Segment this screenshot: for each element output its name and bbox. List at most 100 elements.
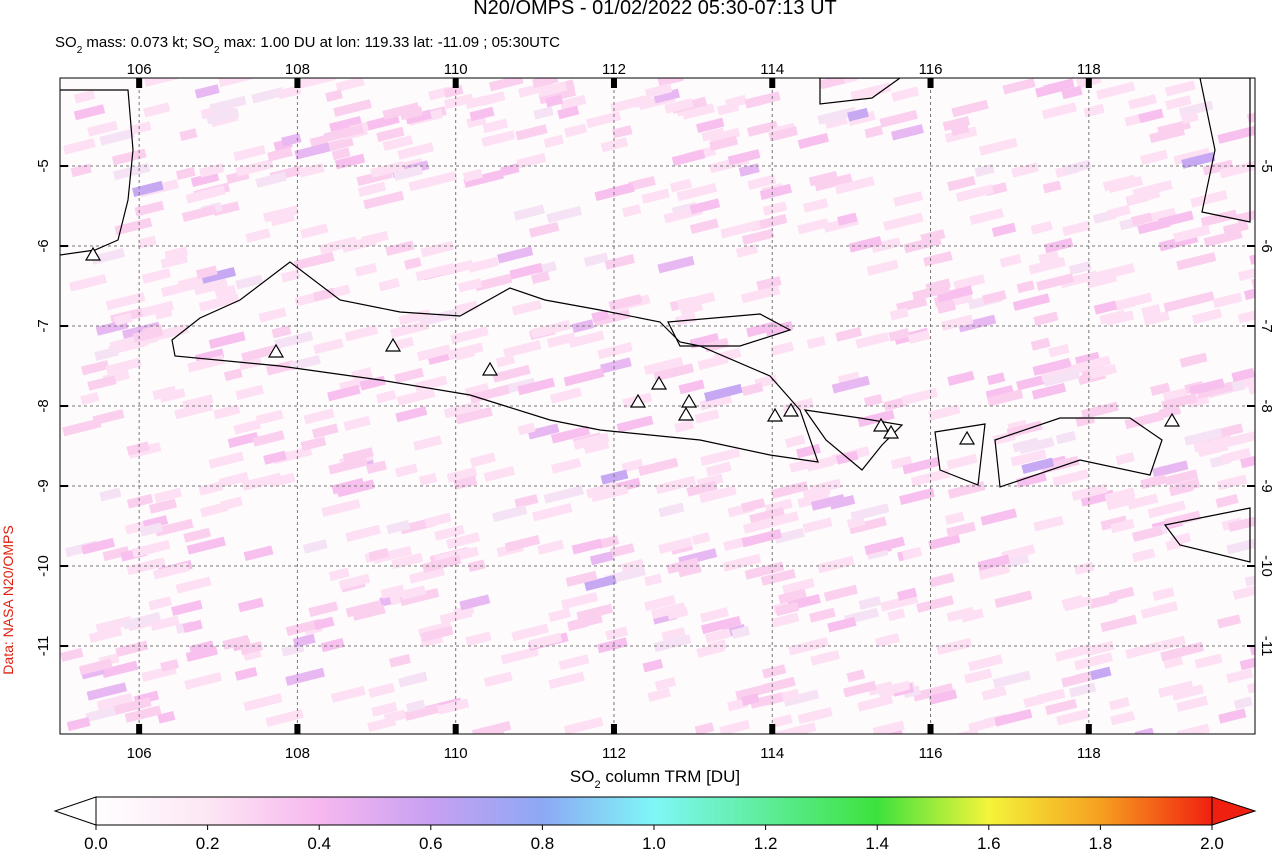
- so2-pixel: [705, 461, 732, 477]
- so2-pixel: [245, 228, 271, 243]
- colorbar-tick-label: 1.6: [977, 834, 1001, 853]
- so2-pixel: [171, 599, 203, 617]
- so2-pixel: [735, 244, 759, 258]
- so2-pixel: [738, 163, 760, 177]
- so2-pixel: [804, 708, 827, 723]
- lon-tick-label-top: 110: [444, 61, 468, 78]
- so2-pixel: [770, 341, 795, 356]
- so2-pixel: [947, 370, 975, 386]
- so2-pixel: [955, 184, 995, 202]
- so2-pixel: [220, 496, 243, 511]
- lat-tick-label-right: -7: [1258, 319, 1272, 332]
- colorbar-tick-label: 0.4: [307, 834, 331, 853]
- so2-pixel: [912, 283, 951, 301]
- so2-pixel: [111, 148, 147, 166]
- so2-pixel: [208, 451, 244, 469]
- so2-pixel: [847, 107, 869, 122]
- so2-pixel: [160, 279, 199, 298]
- so2-pixel: [1219, 160, 1255, 179]
- so2-pixel: [957, 728, 980, 734]
- so2-pixel: [1147, 500, 1186, 519]
- so2-pixel: [991, 222, 1017, 238]
- so2-pixel: [810, 650, 840, 666]
- so2-pixel: [397, 142, 434, 160]
- so2-pixel: [571, 538, 603, 555]
- so2-pixel: [313, 338, 344, 355]
- so2-pixel: [557, 105, 580, 120]
- so2-pixel: [95, 615, 133, 634]
- so2-pixel: [968, 654, 1003, 672]
- so2-pixel: [863, 393, 883, 407]
- so2-pixel: [313, 616, 335, 631]
- so2-pixel: [1096, 81, 1136, 100]
- so2-pixel: [240, 641, 264, 656]
- so2-pixel: [1112, 292, 1153, 311]
- so2-pixel: [1140, 601, 1179, 619]
- so2-pixel: [1158, 404, 1182, 419]
- so2-pixel: [741, 528, 783, 548]
- so2-pixel: [533, 106, 554, 120]
- so2-pixel: [1227, 514, 1255, 533]
- so2-pixel: [73, 104, 106, 121]
- so2-pixel: [336, 479, 376, 498]
- so2-pixel: [86, 682, 128, 701]
- so2-pixel: [497, 246, 534, 264]
- so2-pixel: [455, 406, 493, 425]
- lon-tick-label-top: 108: [285, 61, 310, 78]
- so2-pixel: [326, 136, 354, 152]
- so2-pixel: [756, 275, 782, 291]
- so2-pixel: [453, 475, 478, 490]
- so2-pixel: [694, 409, 720, 424]
- so2-pixel: [1176, 723, 1210, 734]
- so2-pixel: [847, 110, 876, 127]
- so2-pixel: [658, 502, 685, 518]
- colorbar-ticks: 0.0 0.2 0.4 0.6 0.8 1.0 1.2 1.4 1.6 1.8 2.0: [84, 825, 1224, 853]
- so2-pixel: [483, 465, 515, 482]
- so2-pixel: [896, 587, 918, 601]
- so2-pixel: [850, 503, 890, 522]
- so2-pixel: [664, 98, 694, 114]
- so2-pixel: [105, 292, 146, 311]
- lat-tick-label-left: -10: [35, 555, 52, 577]
- so2-pixel: [872, 720, 905, 734]
- so2-pixel: [66, 716, 91, 732]
- so2-pixel: [532, 78, 559, 89]
- so2-pixel: [285, 618, 323, 637]
- so2-pixel: [550, 425, 591, 444]
- so2-pixel: [342, 447, 374, 464]
- so2-pixel: [1081, 401, 1119, 420]
- so2-pixel: [214, 284, 237, 299]
- so2-pixel: [268, 472, 296, 488]
- so2-pixel: [740, 285, 781, 304]
- so2-pixel: [1232, 584, 1255, 600]
- so2-pixel: [704, 337, 730, 353]
- so2-pixel: [644, 573, 663, 587]
- so2-pixel: [912, 683, 954, 702]
- so2-pixel: [223, 368, 243, 382]
- so2-pixel: [138, 235, 157, 249]
- so2-pixel: [1158, 680, 1194, 698]
- so2-pixel: [837, 371, 860, 386]
- so2-pixel: [597, 535, 620, 549]
- so2-pixel: [910, 468, 951, 487]
- so2-pixel: [576, 603, 614, 622]
- colorbar-label: SO2 column TRM [DU]: [570, 767, 740, 791]
- so2-pixel: [1110, 518, 1135, 534]
- so2-pixel: [357, 181, 387, 197]
- so2-pixel: [944, 511, 965, 525]
- so2-pixel: [450, 326, 489, 345]
- so2-pixel: [675, 312, 697, 327]
- so2-pixel: [325, 89, 343, 103]
- lat-tick-label-left: -11: [35, 636, 52, 657]
- so2-pixel: [537, 539, 565, 555]
- so2-pixel: [548, 671, 585, 690]
- so2-pixel: [514, 494, 539, 509]
- so2-pixel: [1108, 697, 1130, 711]
- so2-pixel: [331, 147, 351, 161]
- so2-pixel: [986, 389, 1024, 407]
- so2-pixel: [1015, 471, 1047, 488]
- so2-pixel: [439, 607, 473, 625]
- so2-pixel: [532, 503, 573, 522]
- so2-pixel: [1164, 95, 1192, 111]
- so2-pixel: [1180, 111, 1199, 125]
